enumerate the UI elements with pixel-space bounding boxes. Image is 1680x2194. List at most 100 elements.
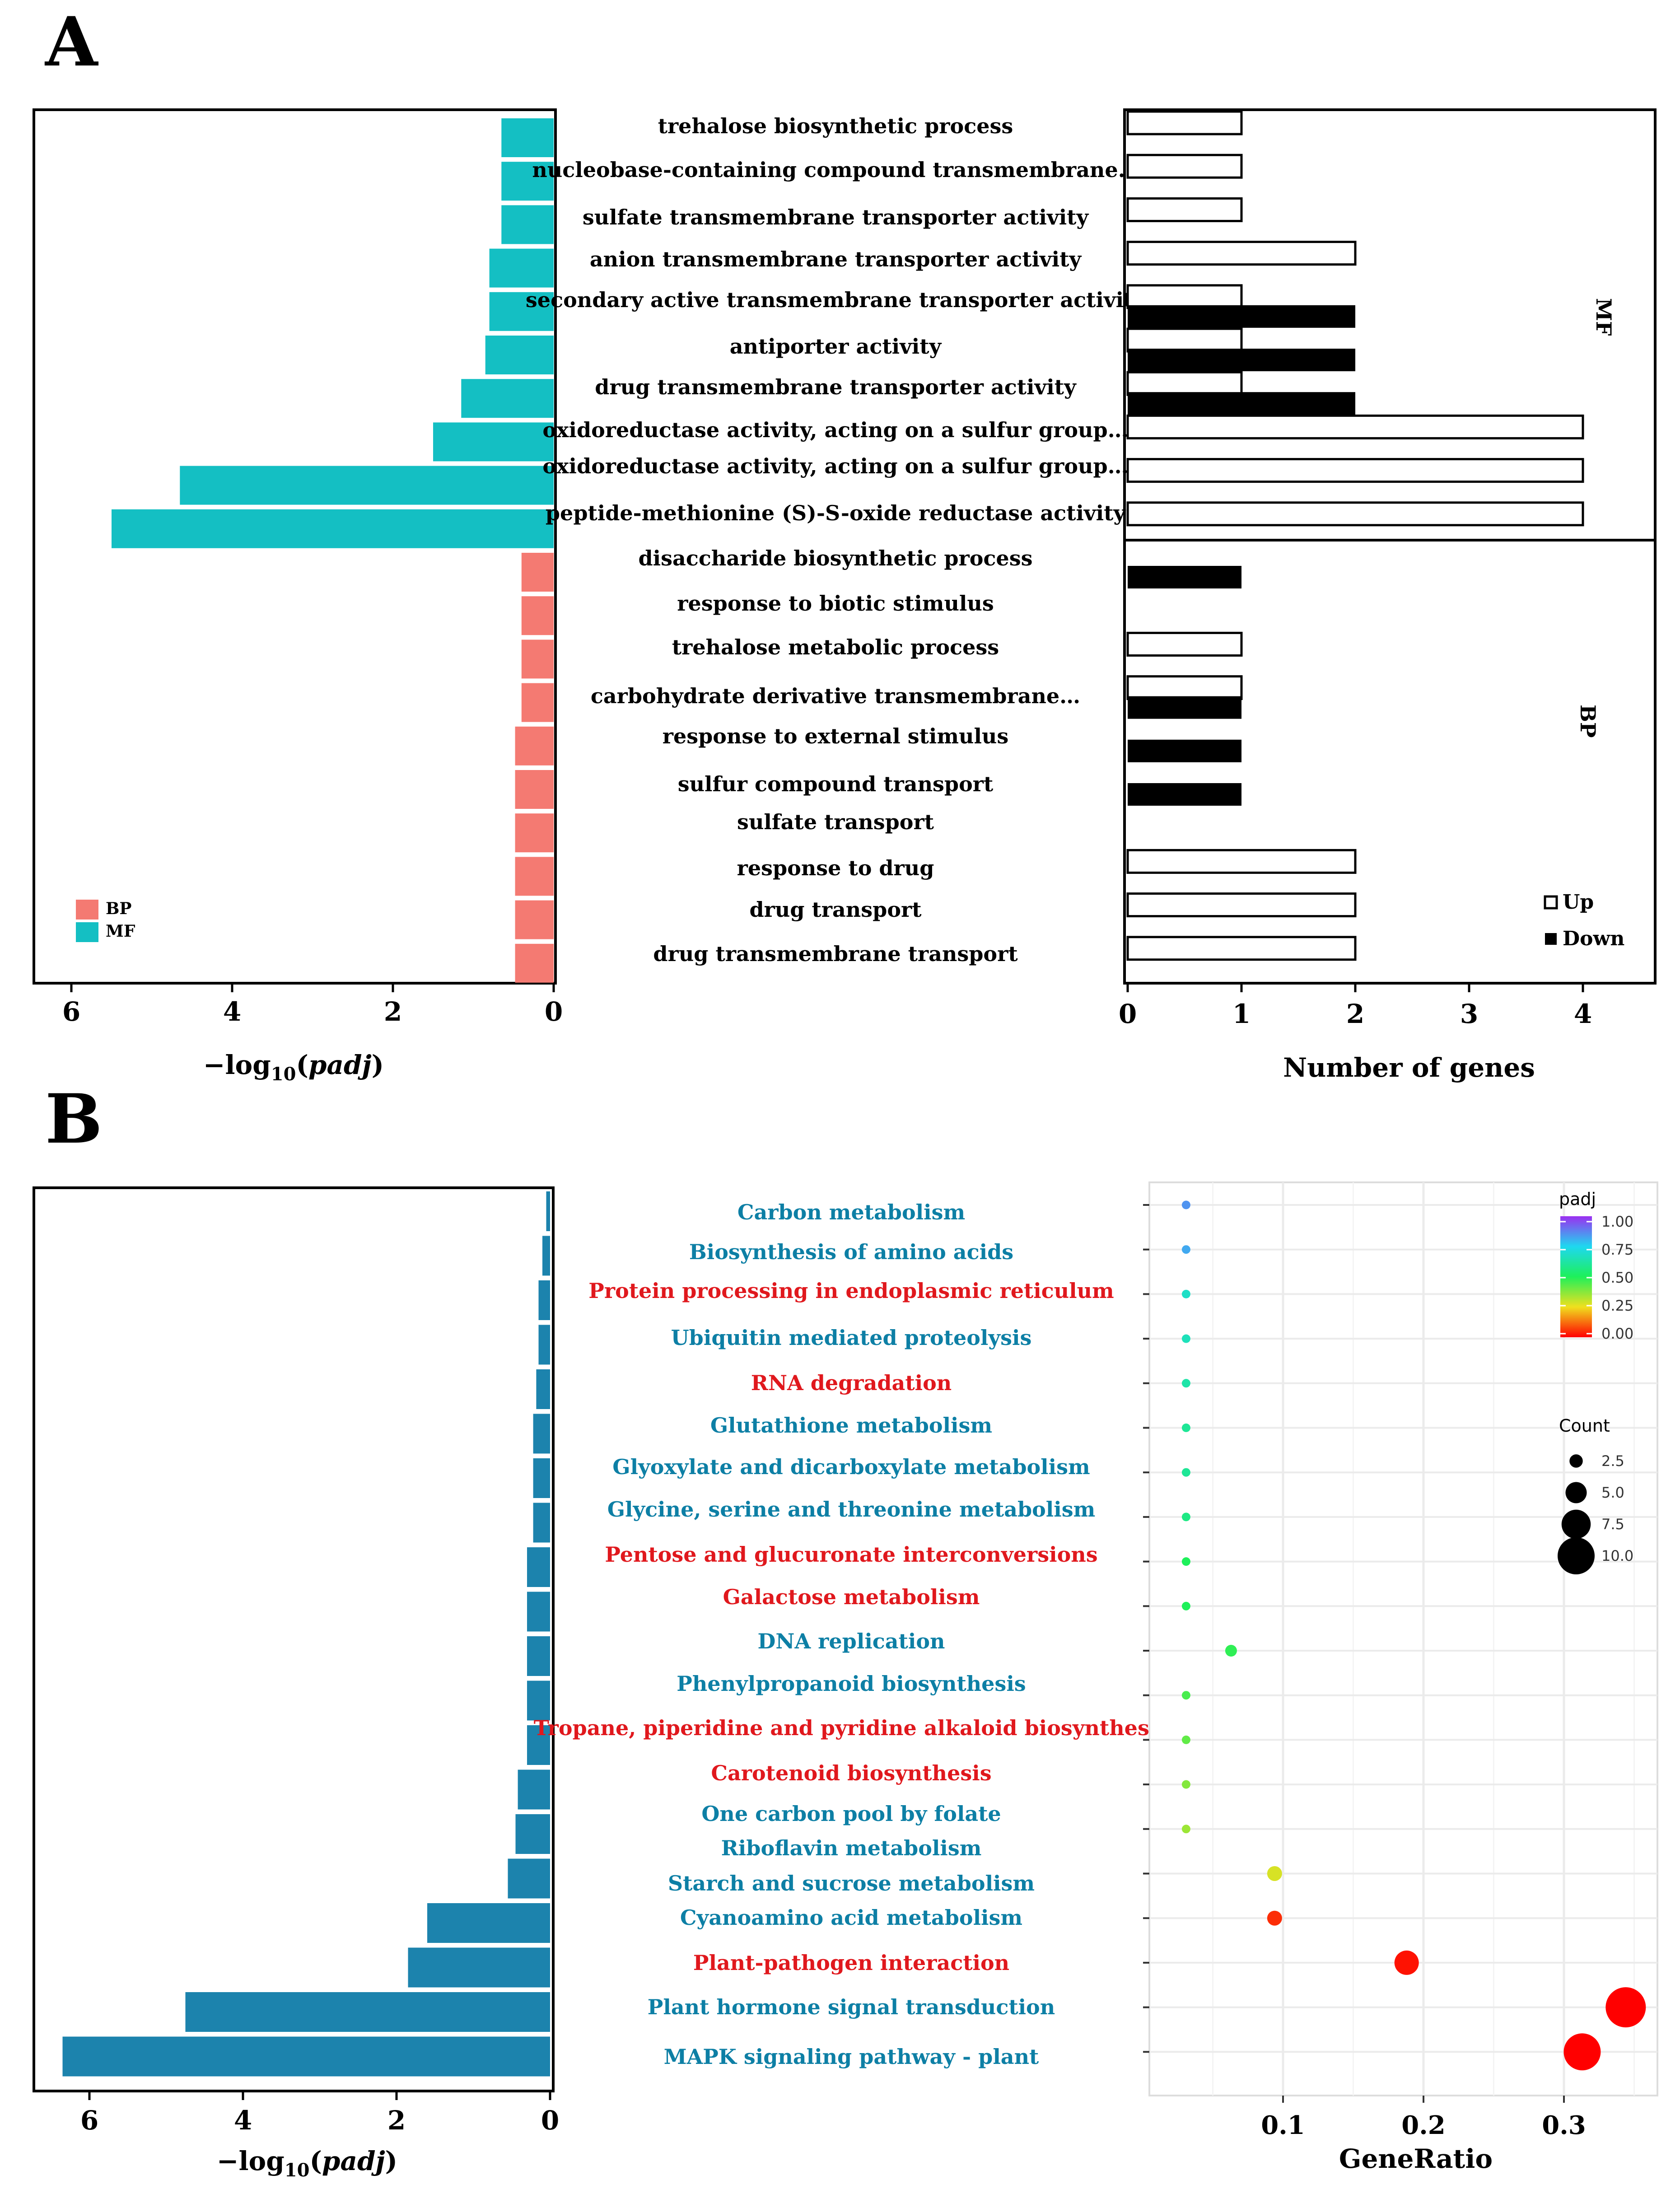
bar-a-right-up-9 bbox=[1126, 458, 1584, 483]
pathway-label-4: Ubiquitin mediated proteolysis bbox=[671, 1326, 1032, 1350]
tick-label-b-right: 0.1 bbox=[1261, 2110, 1305, 2140]
bar-a-left-1 bbox=[501, 118, 554, 157]
legend-bp-swatch bbox=[76, 900, 98, 920]
point-b-12 bbox=[1181, 1691, 1190, 1700]
bar-a-right-down-7 bbox=[1128, 392, 1355, 415]
point-b-14 bbox=[1181, 1780, 1190, 1789]
bar-b-left-16 bbox=[508, 1858, 550, 1899]
term-label-a-3: sulfate transmembrane transporter activi… bbox=[583, 205, 1089, 229]
bar-b-left-13 bbox=[527, 1725, 550, 1765]
point-b-9 bbox=[1181, 1557, 1190, 1566]
bar-a-left-4 bbox=[489, 248, 554, 288]
pathway-label-11: DNA replication bbox=[758, 1629, 945, 1653]
point-b-5 bbox=[1181, 1379, 1190, 1388]
term-label-a-16: sulfur compound transport bbox=[678, 772, 994, 796]
bar-b-left-7 bbox=[533, 1458, 550, 1498]
panel-b-right-xlabel: GeneRatio bbox=[1339, 2143, 1493, 2174]
tick-label-b-right: 0.2 bbox=[1401, 2110, 1445, 2140]
term-label-a-5: secondary active transmembrane transport… bbox=[526, 288, 1146, 312]
tick-label-b-left: 6 bbox=[80, 2105, 98, 2136]
term-label-a-14: carbohydrate derivative transmembrane… bbox=[591, 684, 1080, 708]
point-b-6 bbox=[1181, 1424, 1190, 1432]
pathway-label-5: RNA degradation bbox=[751, 1371, 952, 1395]
bar-a-left-3 bbox=[501, 205, 554, 244]
count-legend-dot bbox=[1565, 1482, 1587, 1503]
point-b-2 bbox=[1181, 1245, 1190, 1254]
xlabel-sub: 10 bbox=[285, 2160, 310, 2181]
pathway-label-16: Riboflavin metabolism bbox=[721, 1836, 982, 1860]
panel-a-right-frame bbox=[1123, 108, 1657, 985]
term-label-a-1: trehalose biosynthetic process bbox=[658, 114, 1013, 138]
count-legend-dot bbox=[1561, 1509, 1591, 1539]
bar-b-left-15 bbox=[515, 1814, 550, 1854]
tick-label-a-left: 2 bbox=[384, 996, 402, 1027]
term-label-a-2: nucleobase-containing compound transmemb… bbox=[532, 158, 1139, 182]
padj-colorbar bbox=[1560, 1216, 1592, 1337]
point-b-10 bbox=[1181, 1601, 1190, 1610]
bar-b-left-1 bbox=[546, 1191, 550, 1231]
xlabel-open: ( bbox=[296, 1050, 308, 1080]
point-b-11 bbox=[1225, 1645, 1237, 1657]
bar-b-left-14 bbox=[518, 1769, 550, 1810]
point-b-1 bbox=[1181, 1200, 1190, 1209]
point-b-18 bbox=[1394, 1950, 1419, 1975]
point-b-16 bbox=[1267, 1866, 1282, 1881]
bar-b-left-3 bbox=[538, 1280, 550, 1320]
padj-tick-label: 0.75 bbox=[1601, 1241, 1633, 1258]
bar-a-right-up-14 bbox=[1126, 675, 1243, 700]
pathway-label-9: Pentose and glucuronate interconversions bbox=[605, 1542, 1097, 1567]
point-b-13 bbox=[1181, 1735, 1190, 1744]
pathway-label-17: Starch and sucrose metabolism bbox=[668, 1871, 1035, 1895]
tick-label-a-left: 6 bbox=[62, 996, 80, 1027]
point-b-17 bbox=[1267, 1910, 1282, 1926]
xlabel-close: ) bbox=[385, 2146, 397, 2176]
pathway-label-20: Plant hormone signal transduction bbox=[648, 1995, 1055, 2019]
pathway-label-18: Cyanoamino acid metabolism bbox=[680, 1905, 1022, 1930]
term-label-a-15: response to external stimulus bbox=[663, 724, 1009, 748]
term-label-a-7: drug transmembrane transporter activity bbox=[595, 375, 1077, 399]
pathway-label-8: Glycine, serine and threonine metabolism bbox=[607, 1497, 1096, 1522]
facet-label-bp: BP bbox=[1576, 705, 1600, 738]
count-legend-title: Count bbox=[1559, 1416, 1610, 1436]
term-label-a-20: drug transmembrane transport bbox=[653, 942, 1018, 966]
bar-a-left-2 bbox=[501, 162, 554, 201]
tick-label-a-right: 4 bbox=[1574, 999, 1592, 1029]
bar-a-left-19 bbox=[515, 900, 554, 939]
pathway-label-2: Biosynthesis of amino acids bbox=[689, 1240, 1013, 1264]
pathway-label-10: Galactose metabolism bbox=[723, 1585, 980, 1609]
panel-a-right-chart: 0 1 2 3 4 MF BP Up Down Number of genes bbox=[1119, 108, 1657, 1083]
count-legend-label: 5.0 bbox=[1601, 1484, 1624, 1501]
bar-b-left-10 bbox=[527, 1592, 550, 1632]
bar-b-left-17 bbox=[427, 1903, 550, 1943]
legend-up-label: Up bbox=[1563, 891, 1594, 914]
bar-a-right-down-5 bbox=[1128, 305, 1355, 328]
pathway-label-15: One carbon pool by folate bbox=[701, 1802, 1001, 1826]
term-label-a-18: response to drug bbox=[737, 856, 934, 880]
bar-b-left-9 bbox=[527, 1547, 550, 1587]
panel-a-right-xlabel: Number of genes bbox=[1283, 1052, 1535, 1083]
term-label-a-12: response to biotic stimulus bbox=[677, 591, 994, 616]
tick-label-b-left: 2 bbox=[387, 2105, 406, 2136]
bar-a-left-17 bbox=[515, 813, 554, 853]
bar-a-right-down-15 bbox=[1128, 739, 1241, 762]
term-label-a-17: sulfate transport bbox=[737, 810, 934, 834]
count-legend: Count 2.5 5.0 7.5 10.0 bbox=[1558, 1416, 1633, 1574]
pathway-label-1: Carbon metabolism bbox=[737, 1200, 965, 1224]
bar-a-right-up-8 bbox=[1126, 414, 1584, 439]
legend-up-swatch bbox=[1544, 895, 1558, 910]
bar-a-right-up-13 bbox=[1126, 631, 1243, 657]
xlabel-italic: padj bbox=[308, 1050, 372, 1080]
xlabel-close: ) bbox=[372, 1050, 384, 1080]
bar-a-right-up-3 bbox=[1126, 197, 1243, 222]
panel-a-term-labels: trehalose biosynthetic process nucleobase… bbox=[526, 114, 1146, 966]
bar-a-right-up-6 bbox=[1126, 327, 1243, 353]
panel-a-left-xlabel: −log10(padj) bbox=[203, 1050, 384, 1085]
bar-b-left-19 bbox=[185, 1992, 550, 2032]
panel-a-left-frame bbox=[33, 108, 557, 985]
term-label-a-19: drug transport bbox=[750, 897, 922, 922]
padj-tick-label: 0.00 bbox=[1601, 1325, 1633, 1342]
xlabel-open: ( bbox=[309, 2146, 322, 2176]
bar-a-left-11 bbox=[521, 553, 554, 592]
bar-b-left-20 bbox=[62, 2036, 550, 2077]
xlabel-italic: padj bbox=[322, 2146, 385, 2176]
